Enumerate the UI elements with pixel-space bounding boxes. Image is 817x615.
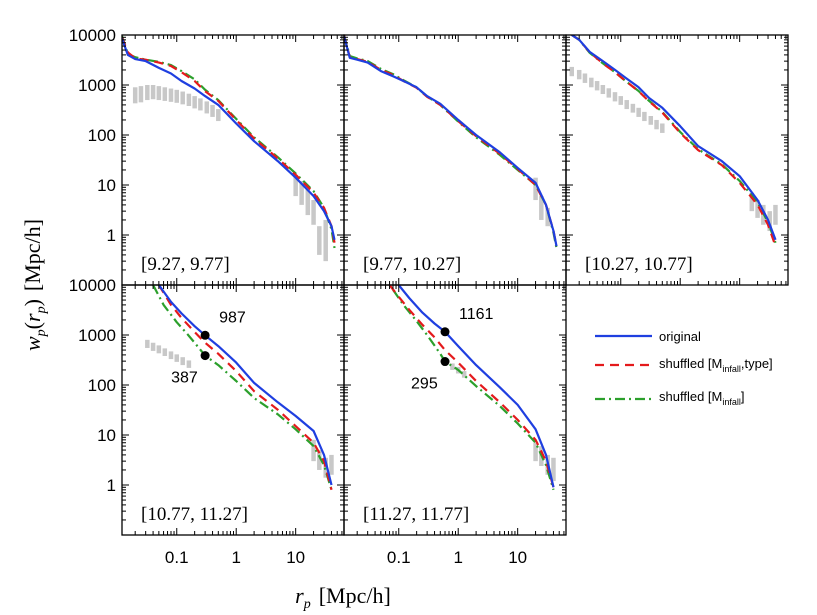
x-axis-title: rp [Mpc/h]: [295, 583, 391, 612]
annotation-label: 295: [411, 376, 438, 393]
panel-frame: [343, 284, 567, 536]
annotation-label: 987: [219, 309, 246, 326]
panels: 1 10 100 1000 10000 [9.27, 9.77] [9.77, 10.27]…: [69, 26, 789, 567]
y-tick-label: 100: [88, 126, 116, 145]
legend: original shuffled [Minfall,type] shuffle…: [595, 329, 773, 407]
series-line-original: [397, 285, 555, 488]
x-title-r-sub: p: [303, 597, 311, 612]
y-tick-label: 10000: [69, 26, 116, 45]
panel-mass-bin-label: [9.27, 9.77]: [141, 254, 230, 275]
series-line-shuffled-m: [122, 35, 336, 249]
panel-3: [10.27, 10.77]: [565, 34, 789, 286]
y-title-w-sub: p: [34, 329, 49, 337]
panel-4: 987 387 1 10 100 1000 10000 0.1 1 10 [10.77, 11.27…: [69, 276, 345, 567]
y-tick-label: 10: [97, 176, 116, 195]
x-title-r: r: [295, 583, 304, 608]
annotation-marker: [440, 327, 450, 337]
y-tick-label: 10: [97, 426, 116, 445]
legend-label-shuffled-m: shuffled [Minfall]: [659, 389, 745, 407]
panel-plot-area: [344, 35, 558, 249]
legend-shuffled-type-part3: ,type]: [741, 356, 773, 371]
y-tick-label: 1000: [78, 76, 116, 95]
y-tick-label: 1: [107, 476, 116, 495]
annotation-marker: [200, 351, 210, 361]
panel-plot-area: [388, 285, 556, 491]
y-tick-label: 1: [107, 226, 116, 245]
panel-mass-bin-label: [11.27, 11.77]: [363, 504, 469, 525]
y-title-r-sub: p: [34, 306, 49, 314]
y-title-w: w: [20, 336, 45, 351]
series-line-shuffled-type: [571, 35, 777, 247]
series-line-shuffled-m: [152, 285, 333, 491]
panel-mass-bin-label: [10.27, 10.77]: [585, 254, 693, 275]
y-title-unit: [Mpc/h]: [20, 219, 45, 291]
y-axis-title: wp(rp)[Mpc/h]: [20, 219, 49, 351]
panel-plot-area: [122, 35, 336, 262]
x-tick-label: 10: [286, 548, 305, 567]
panel-plot-area: [145, 285, 334, 491]
series-line-shuffled-type: [122, 36, 336, 243]
panel-1: 1 10 100 1000 10000 [9.27, 9.77]: [69, 26, 345, 286]
panel-mass-bin-label: [9.77, 10.27]: [363, 254, 461, 275]
series-line-shuffled-m: [571, 35, 777, 244]
x-tick-label: 0.1: [387, 548, 411, 567]
series-line-shuffled-m: [392, 289, 555, 491]
y-tick-label: 1000: [78, 326, 116, 345]
series-line-original: [158, 285, 333, 486]
y-title-close: ): [20, 299, 45, 306]
legend-shuffled-m-sub: infall: [722, 397, 741, 407]
y-title-open: (: [20, 322, 45, 329]
annotation-marker: [200, 330, 210, 340]
panel-mass-bin-label: [10.77, 11.27]: [141, 504, 248, 525]
series-line-original: [571, 35, 777, 241]
panel-2: [9.77, 10.27]: [343, 34, 567, 286]
series-line-original: [344, 35, 558, 247]
x-tick-label: 1: [453, 548, 462, 567]
x-tick-label: 1: [231, 548, 240, 567]
series-line-original: [122, 38, 336, 241]
legend-shuffled-m-part3: ]: [741, 389, 745, 404]
legend-shuffled-type-part1: shuffled [M: [659, 356, 722, 371]
panel-frame: [343, 34, 567, 286]
legend-shuffled-type-sub: infall: [722, 364, 741, 374]
y-title-r: r: [20, 313, 45, 322]
x-title-unit: [Mpc/h]: [319, 583, 391, 608]
annotation-label: 387: [171, 370, 198, 387]
legend-label-original: original: [659, 329, 701, 344]
x-tick-label: 10: [508, 548, 527, 567]
panel-frame: [565, 34, 789, 286]
x-tick-label: 0.1: [165, 548, 189, 567]
y-tick-label: 100: [88, 376, 116, 395]
y-tick-label: 10000: [69, 276, 116, 295]
annotation-label: 1161: [459, 306, 494, 323]
series-line-shuffled-type: [388, 285, 555, 488]
annotation-marker: [440, 357, 450, 367]
legend-shuffled-m-part1: shuffled [M: [659, 389, 722, 404]
legend-label-shuffled-type: shuffled [Minfall,type]: [659, 356, 773, 374]
panel-5: 1161 295 0.1 1 10 [11.27, 11.77]: [343, 284, 567, 567]
panel-frame: [121, 34, 345, 286]
panel-plot-area: [569, 35, 778, 247]
